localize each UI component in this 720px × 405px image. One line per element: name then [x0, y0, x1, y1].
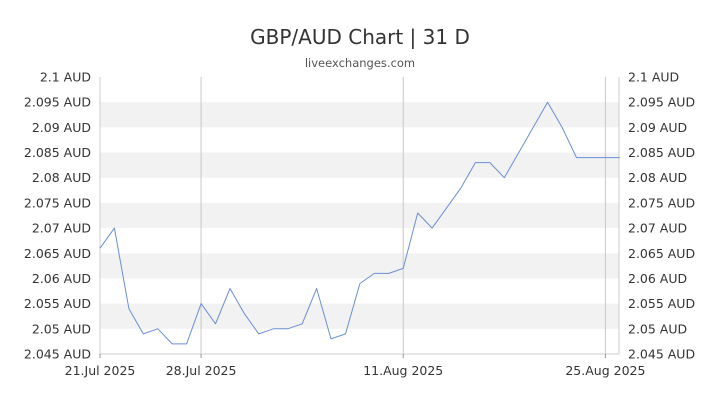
y-tick-label-right: 2.075 AUD [628, 195, 695, 210]
x-tick-label: 21.Jul 2025 [65, 363, 136, 378]
grid-band [100, 102, 619, 128]
y-tick-label-left: 2.1 AUD [40, 70, 91, 85]
y-tick-label-right: 2.095 AUD [628, 95, 695, 110]
y-tick-label-right: 2.055 AUD [628, 296, 695, 311]
grid-band [100, 152, 619, 178]
y-tick-label-left: 2.05 AUD [32, 321, 91, 336]
y-tick-label-left: 2.07 AUD [32, 221, 91, 236]
x-tick-label: 28.Jul 2025 [166, 363, 237, 378]
y-tick-label-left: 2.06 AUD [32, 271, 91, 286]
y-tick-label-right: 2.1 AUD [628, 70, 679, 85]
grid-band [100, 202, 619, 229]
y-tick-label-right: 2.045 AUD [628, 347, 695, 362]
x-tick-label: 11.Aug 2025 [363, 363, 443, 378]
y-tick-label-right: 2.09 AUD [628, 120, 687, 135]
x-tick-label: 25.Aug 2025 [565, 363, 645, 378]
chart-title: GBP/AUD Chart | 31 D [250, 25, 470, 49]
grid-band [100, 253, 619, 279]
y-tick-label-left: 2.095 AUD [24, 95, 91, 110]
y-tick-label-right: 2.085 AUD [628, 145, 695, 160]
y-tick-label-left: 2.045 AUD [24, 347, 91, 362]
y-tick-label-left: 2.075 AUD [24, 195, 91, 210]
grid-band [100, 303, 619, 329]
y-tick-label-right: 2.08 AUD [628, 170, 687, 185]
y-tick-label-left: 2.065 AUD [24, 246, 91, 261]
chart-subtitle: liveexchanges.com [304, 56, 416, 70]
y-tick-label-left: 2.09 AUD [32, 120, 91, 135]
y-tick-label-left: 2.08 AUD [32, 170, 91, 185]
y-tick-label-left: 2.055 AUD [24, 296, 91, 311]
y-tick-label-left: 2.085 AUD [24, 145, 91, 160]
y-tick-label-right: 2.06 AUD [628, 271, 687, 286]
series-line [99, 101, 620, 345]
y-tick-label-right: 2.05 AUD [628, 321, 687, 336]
y-tick-label-right: 2.07 AUD [628, 221, 687, 236]
y-tick-label-right: 2.065 AUD [628, 246, 695, 261]
